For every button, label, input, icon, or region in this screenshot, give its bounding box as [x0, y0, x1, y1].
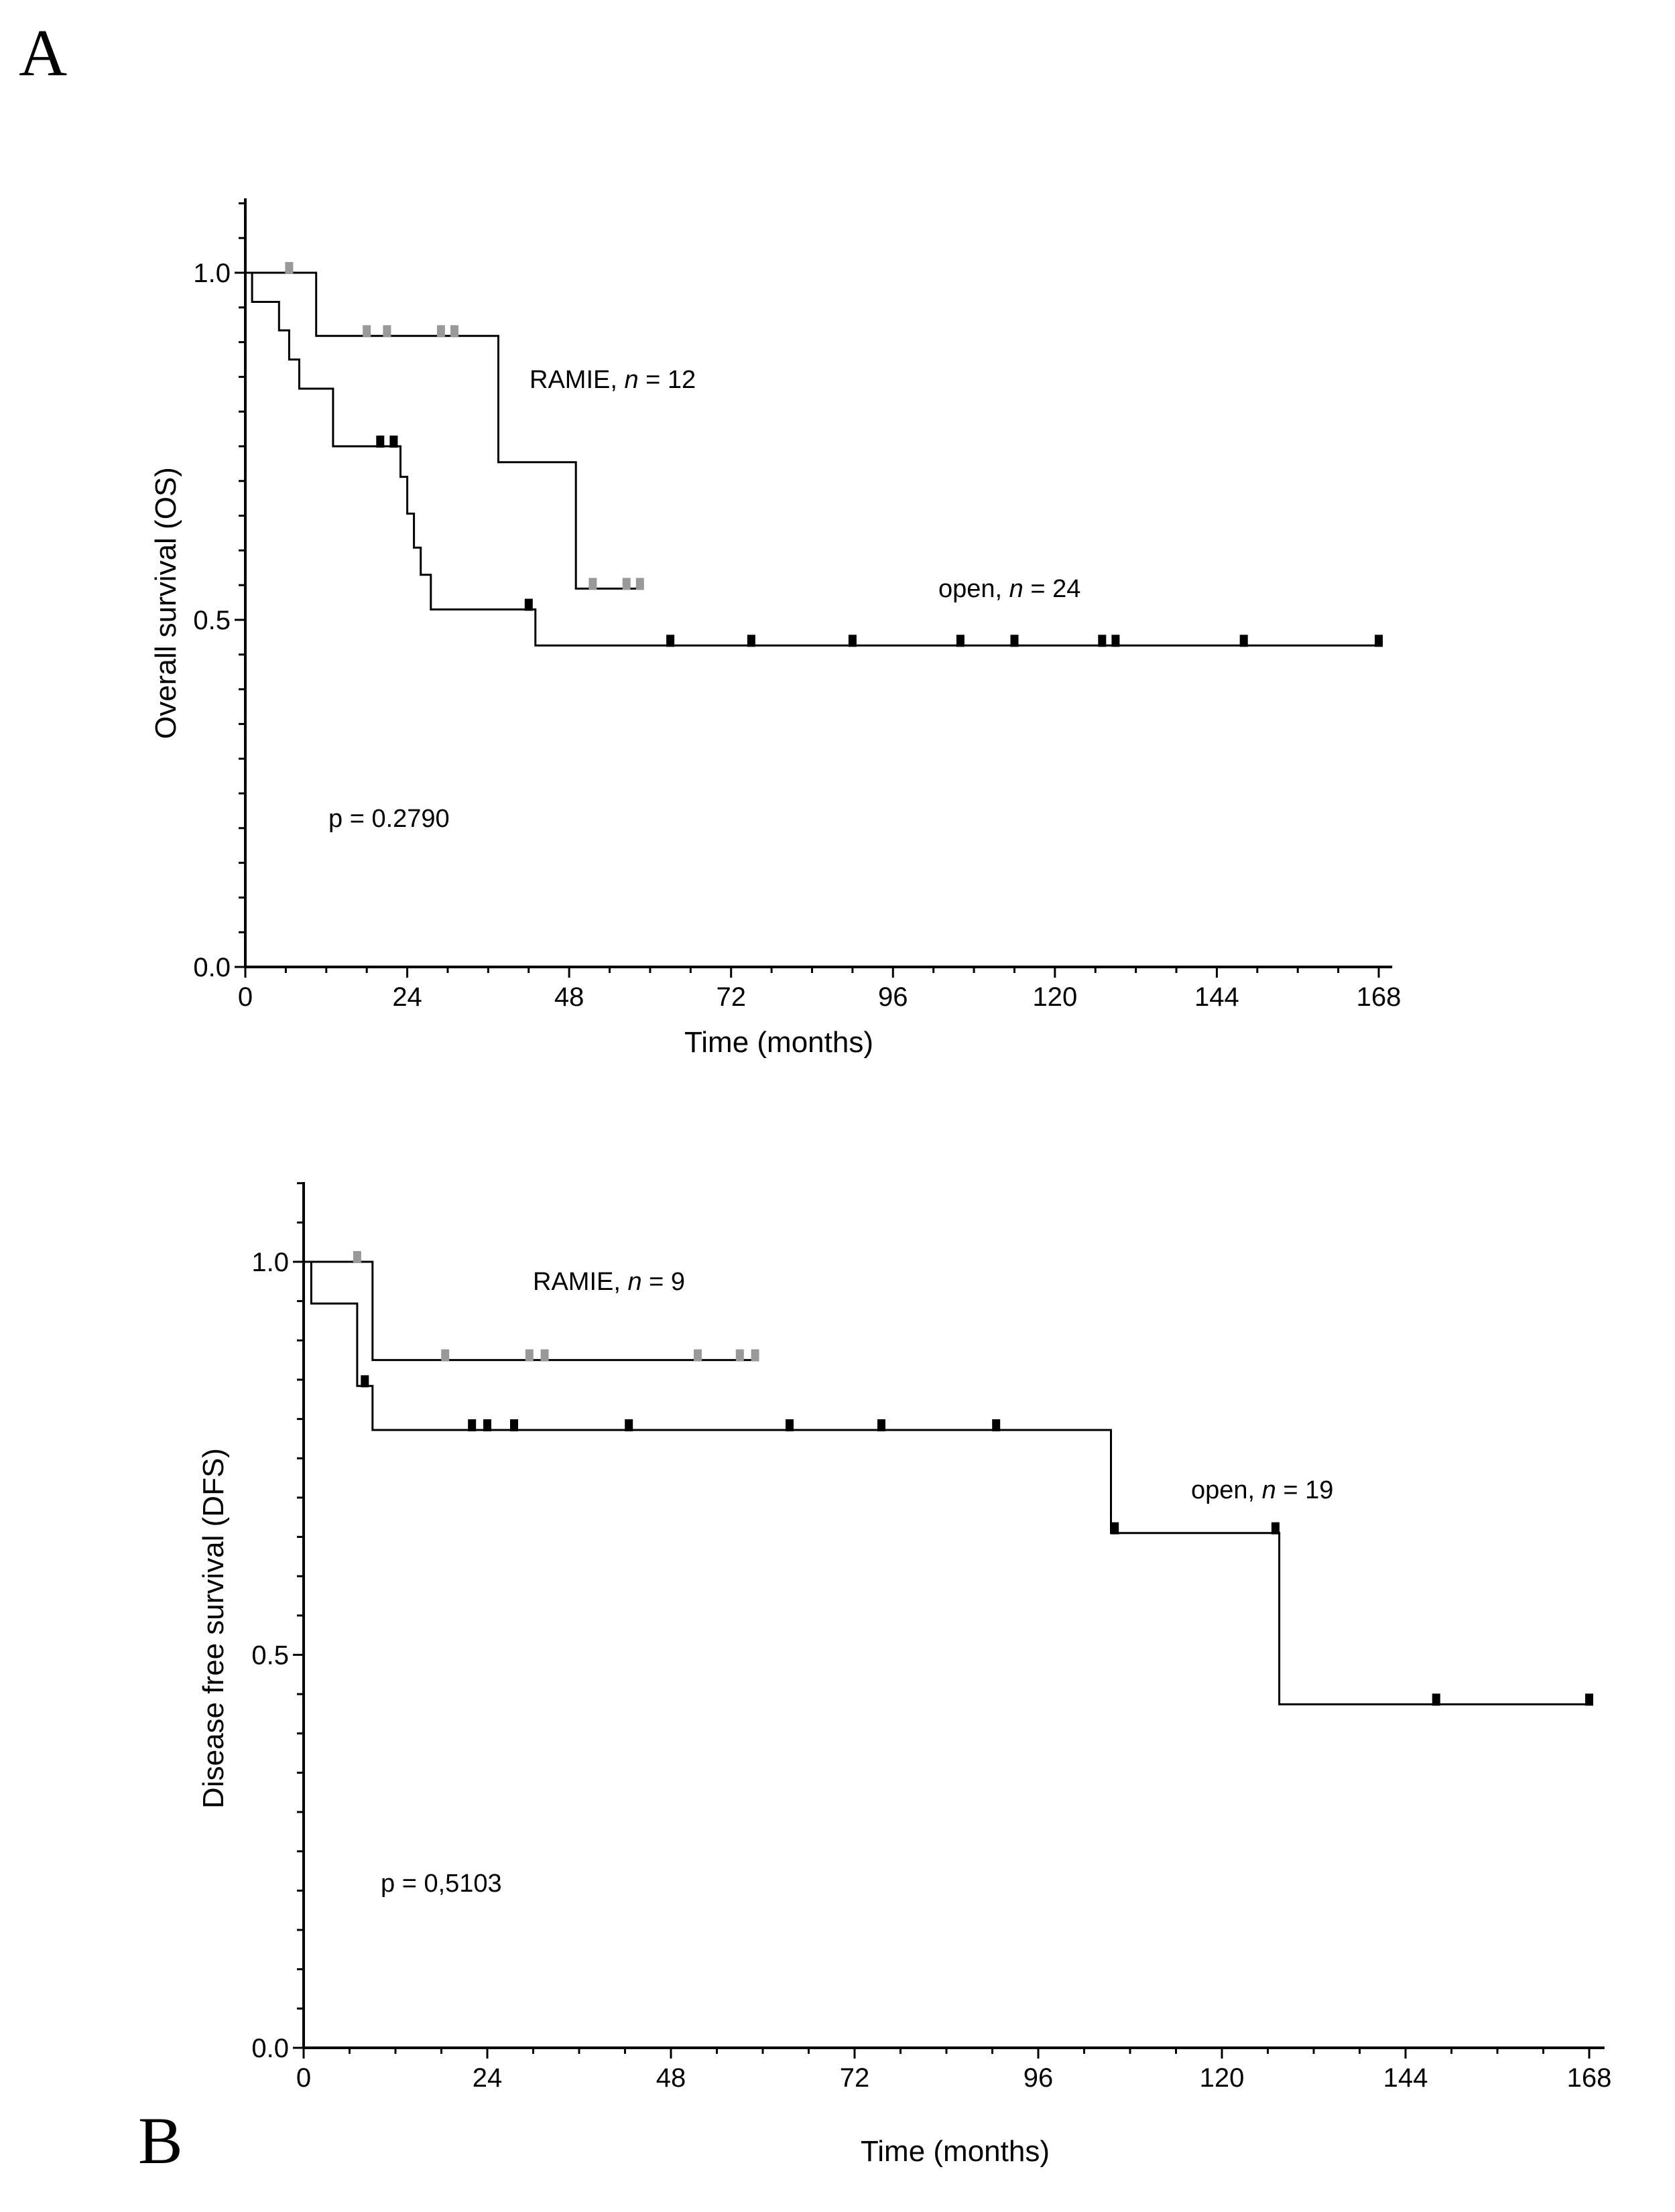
series-label-open-a-prefix: open, [938, 575, 1009, 603]
x-tick-label-a: 168 [1357, 982, 1402, 1012]
censor-mark-open-a [1010, 635, 1019, 647]
panel-label-a: A [19, 15, 67, 90]
x-tick-label-a: 96 [878, 982, 908, 1012]
series-label-open-b-prefix: open, [1191, 1476, 1262, 1504]
p-value-b: p = 0,5103 [381, 1870, 502, 1898]
censor-mark-ramie-a [285, 262, 294, 274]
censor-mark-open-a [747, 635, 755, 647]
km-curve-open-a [245, 271, 1379, 647]
censor-mark-ramie-b [751, 1349, 759, 1362]
censor-mark-open-a [666, 635, 675, 647]
series-label-ramie-a-value: = 12 [639, 366, 696, 394]
x-axis-title-a: Time (months) [684, 1026, 873, 1059]
censor-mark-open-a [524, 598, 533, 611]
x-tick-label-b: 168 [1567, 2063, 1612, 2093]
censor-mark-ramie-a [588, 578, 597, 590]
y-axis-title-b: Disease free survival (DFS) [197, 1448, 230, 1809]
censor-mark-ramie-a [622, 578, 631, 590]
censor-mark-ramie-b [694, 1349, 702, 1362]
panel-b-censor-marks [353, 1251, 1593, 1706]
y-tick-label-b: 1.0 [251, 1248, 289, 1277]
series-label-ramie-b-n: n [627, 1268, 641, 1296]
censor-mark-ramie-a [436, 325, 445, 338]
censor-mark-ramie-b [540, 1349, 549, 1362]
panel-a-axes: 0.0 0.5 1.0 0 24 48 72 96 120 144 168 [193, 198, 1401, 1012]
censor-mark-open-b [786, 1419, 794, 1431]
x-tick-label-a: 144 [1194, 982, 1239, 1012]
censor-mark-open-b [877, 1419, 885, 1431]
series-label-ramie-a: RAMIE, n = 12 [530, 366, 696, 394]
censor-mark-open-a [376, 436, 385, 448]
censor-mark-open-b [992, 1419, 1001, 1431]
x-tick-label-a: 120 [1032, 982, 1077, 1012]
x-tick-label-b: 24 [473, 2063, 503, 2093]
censor-mark-open-a [1239, 635, 1248, 647]
x-tick-label-b: 0 [296, 2063, 311, 2093]
km-curve-ramie-b [304, 1260, 755, 1362]
censor-mark-ramie-b [525, 1349, 534, 1362]
censor-mark-open-b [1585, 1693, 1593, 1706]
y-axis-title-a: Overall survival (OS) [149, 467, 182, 739]
x-tick-label-a: 24 [392, 982, 422, 1012]
panel-b: B 0.0 0.5 1.0 0 24 48 72 96 120 144 168 Time (mont… [138, 1182, 1611, 2178]
censor-mark-open-b [625, 1419, 633, 1431]
series-label-open-b-n: n [1262, 1476, 1276, 1504]
y-tick-label-b: 0.0 [251, 2034, 289, 2063]
censor-mark-open-a [956, 635, 965, 647]
x-tick-label-b: 48 [656, 2063, 686, 2093]
censor-mark-ramie-b [441, 1349, 450, 1362]
censor-mark-open-b [468, 1419, 477, 1431]
censor-mark-open-a [1098, 635, 1107, 647]
series-label-ramie-a-prefix: RAMIE, [530, 366, 624, 394]
panel-label-b: B [138, 2103, 183, 2178]
series-label-ramie-b: RAMIE, n = 9 [533, 1268, 685, 1296]
x-tick-label-a: 0 [238, 982, 253, 1012]
censor-mark-open-b [1111, 1522, 1119, 1535]
x-axis-title-b: Time (months) [861, 2135, 1050, 2168]
x-tick-label-b: 120 [1200, 2063, 1245, 2093]
censor-mark-ramie-b [735, 1349, 744, 1362]
series-label-open-a-value: = 24 [1023, 575, 1081, 603]
series-label-ramie-a-n: n [624, 366, 638, 394]
panel-b-curves [304, 1260, 1589, 1705]
x-tick-label-b: 144 [1383, 2063, 1428, 2093]
panel-b-axes: 0.0 0.5 1.0 0 24 48 72 96 120 144 168 [251, 1182, 1611, 2093]
censor-mark-ramie-b [353, 1251, 361, 1263]
y-tick-label-a: 0.0 [193, 953, 231, 982]
x-tick-label-b: 72 [840, 2063, 870, 2093]
series-label-open-a: open, n = 24 [938, 575, 1080, 603]
censor-mark-open-a [1111, 635, 1120, 647]
censor-mark-open-b [361, 1375, 369, 1388]
y-tick-label-a: 1.0 [193, 259, 231, 288]
x-tick-label-b: 96 [1023, 2063, 1054, 2093]
series-label-open-b-value: = 19 [1276, 1476, 1334, 1504]
censor-mark-open-b [510, 1419, 518, 1431]
panel-a-censor-marks [285, 262, 1383, 647]
censor-mark-open-a [1375, 635, 1383, 647]
p-value-a: p = 0.2790 [328, 805, 450, 833]
panel-a: A 0.0 0.5 1.0 0 24 48 72 96 120 144 168 Time (mont… [19, 15, 1401, 1059]
censor-mark-open-b [1432, 1693, 1440, 1706]
censor-mark-ramie-a [635, 578, 644, 590]
y-tick-label-b: 0.5 [251, 1641, 289, 1671]
y-tick-label-a: 0.5 [193, 606, 231, 635]
panel-a-curves [245, 271, 1379, 647]
censor-mark-open-b [1271, 1522, 1280, 1535]
x-tick-label-a: 72 [716, 982, 746, 1012]
censor-mark-ramie-a [450, 325, 458, 338]
x-tick-label-a: 48 [554, 982, 584, 1012]
series-label-open-b: open, n = 19 [1191, 1476, 1333, 1504]
series-label-ramie-b-prefix: RAMIE, [533, 1268, 627, 1296]
series-label-open-a-n: n [1009, 575, 1023, 603]
censor-mark-ramie-a [383, 325, 391, 338]
series-label-ramie-b-value: = 9 [642, 1268, 685, 1296]
censor-mark-open-a [389, 436, 398, 448]
censor-mark-open-b [483, 1419, 491, 1431]
censor-mark-open-a [848, 635, 857, 647]
km-curve-open-b [304, 1260, 1589, 1705]
censor-mark-ramie-a [363, 325, 371, 338]
km-curve-ramie-a [245, 271, 643, 590]
